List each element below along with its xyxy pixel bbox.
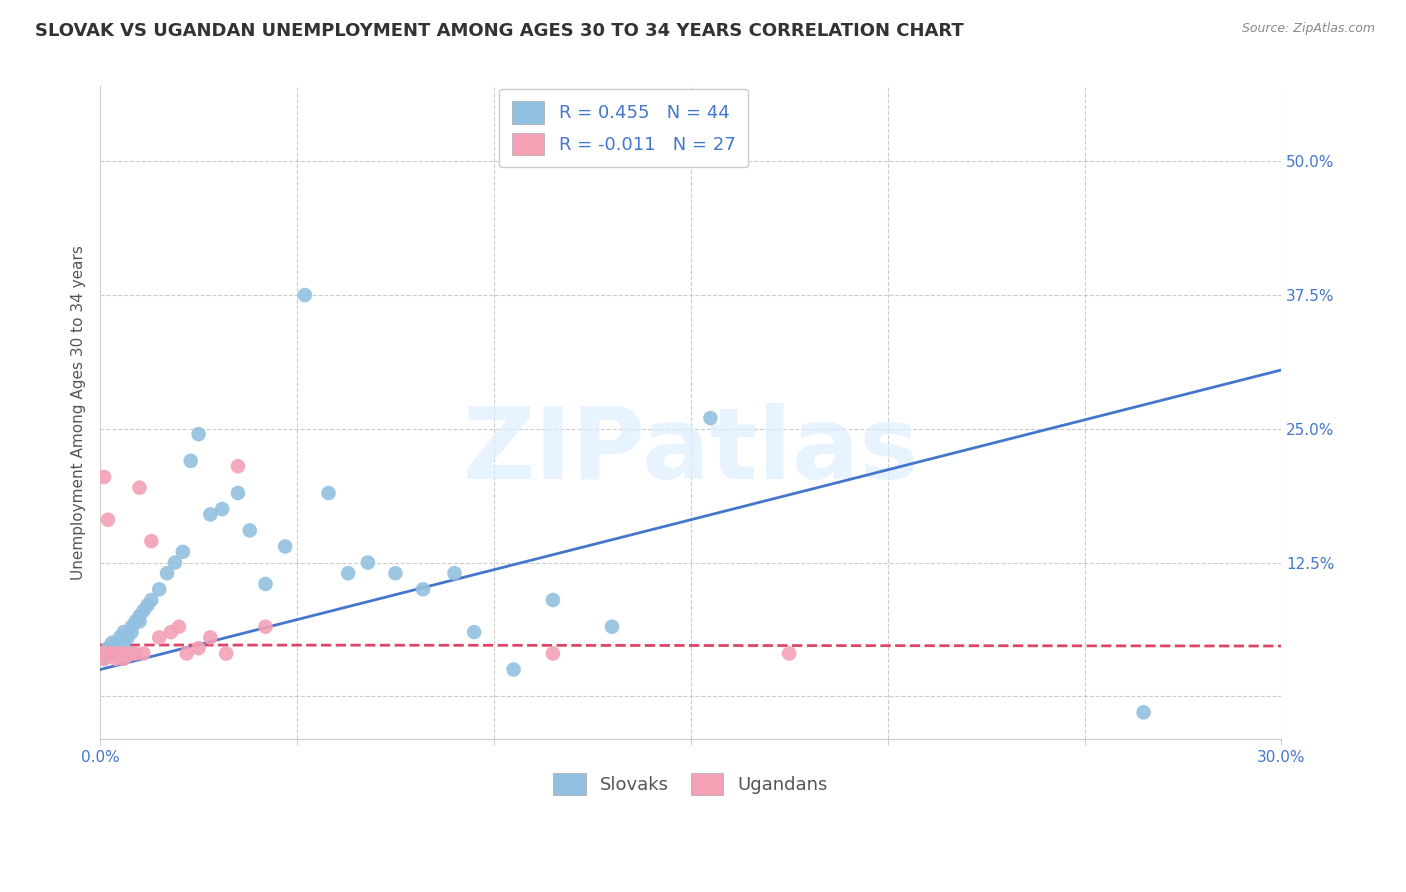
Point — [357, 556, 380, 570]
Point — [128, 615, 150, 629]
Point — [600, 620, 623, 634]
Point — [97, 647, 120, 661]
Point — [124, 615, 146, 629]
Point — [93, 652, 115, 666]
Point — [156, 566, 179, 581]
Point — [172, 545, 194, 559]
Point — [117, 631, 139, 645]
Point — [112, 636, 135, 650]
Point — [97, 513, 120, 527]
Point — [176, 647, 198, 661]
Point — [274, 540, 297, 554]
Point — [132, 604, 155, 618]
Point — [502, 663, 524, 677]
Point — [699, 411, 721, 425]
Point — [97, 641, 120, 656]
Text: SLOVAK VS UGANDAN UNEMPLOYMENT AMONG AGES 30 TO 34 YEARS CORRELATION CHART: SLOVAK VS UGANDAN UNEMPLOYMENT AMONG AGE… — [35, 22, 965, 40]
Point — [141, 593, 163, 607]
Point — [148, 631, 170, 645]
Point — [167, 620, 190, 634]
Point — [215, 647, 238, 661]
Point — [108, 641, 131, 656]
Legend: Slovaks, Ugandans: Slovaks, Ugandans — [546, 765, 835, 802]
Point — [112, 625, 135, 640]
Point — [93, 647, 115, 661]
Point — [384, 566, 406, 581]
Point — [187, 427, 209, 442]
Point — [93, 652, 115, 666]
Point — [101, 636, 124, 650]
Point — [239, 524, 262, 538]
Point — [254, 620, 277, 634]
Point — [128, 609, 150, 624]
Y-axis label: Unemployment Among Ages 30 to 34 years: Unemployment Among Ages 30 to 34 years — [72, 245, 86, 580]
Point — [1132, 706, 1154, 720]
Point — [104, 652, 127, 666]
Point — [163, 556, 186, 570]
Point — [778, 647, 800, 661]
Point — [101, 647, 124, 661]
Point — [128, 481, 150, 495]
Point — [93, 470, 115, 484]
Point — [200, 508, 222, 522]
Point — [112, 647, 135, 661]
Point — [104, 636, 127, 650]
Point — [121, 647, 143, 661]
Point — [97, 647, 120, 661]
Point — [443, 566, 465, 581]
Point — [187, 641, 209, 656]
Text: ZIPatlas: ZIPatlas — [463, 403, 920, 500]
Point — [160, 625, 183, 640]
Point — [318, 486, 340, 500]
Point — [541, 647, 564, 661]
Point — [180, 454, 202, 468]
Point — [108, 631, 131, 645]
Point — [101, 647, 124, 661]
Point — [463, 625, 485, 640]
Point — [108, 647, 131, 661]
Point — [412, 582, 434, 597]
Point — [141, 534, 163, 549]
Text: Source: ZipAtlas.com: Source: ZipAtlas.com — [1241, 22, 1375, 36]
Point — [254, 577, 277, 591]
Point — [124, 647, 146, 661]
Point — [136, 599, 159, 613]
Point — [101, 647, 124, 661]
Point — [294, 288, 316, 302]
Point — [337, 566, 360, 581]
Point — [117, 648, 139, 663]
Point — [112, 652, 135, 666]
Point — [226, 459, 249, 474]
Point — [121, 620, 143, 634]
Point — [211, 502, 233, 516]
Point — [121, 647, 143, 661]
Point — [132, 647, 155, 661]
Point — [121, 625, 143, 640]
Point — [148, 582, 170, 597]
Point — [541, 593, 564, 607]
Point — [200, 631, 222, 645]
Point — [226, 486, 249, 500]
